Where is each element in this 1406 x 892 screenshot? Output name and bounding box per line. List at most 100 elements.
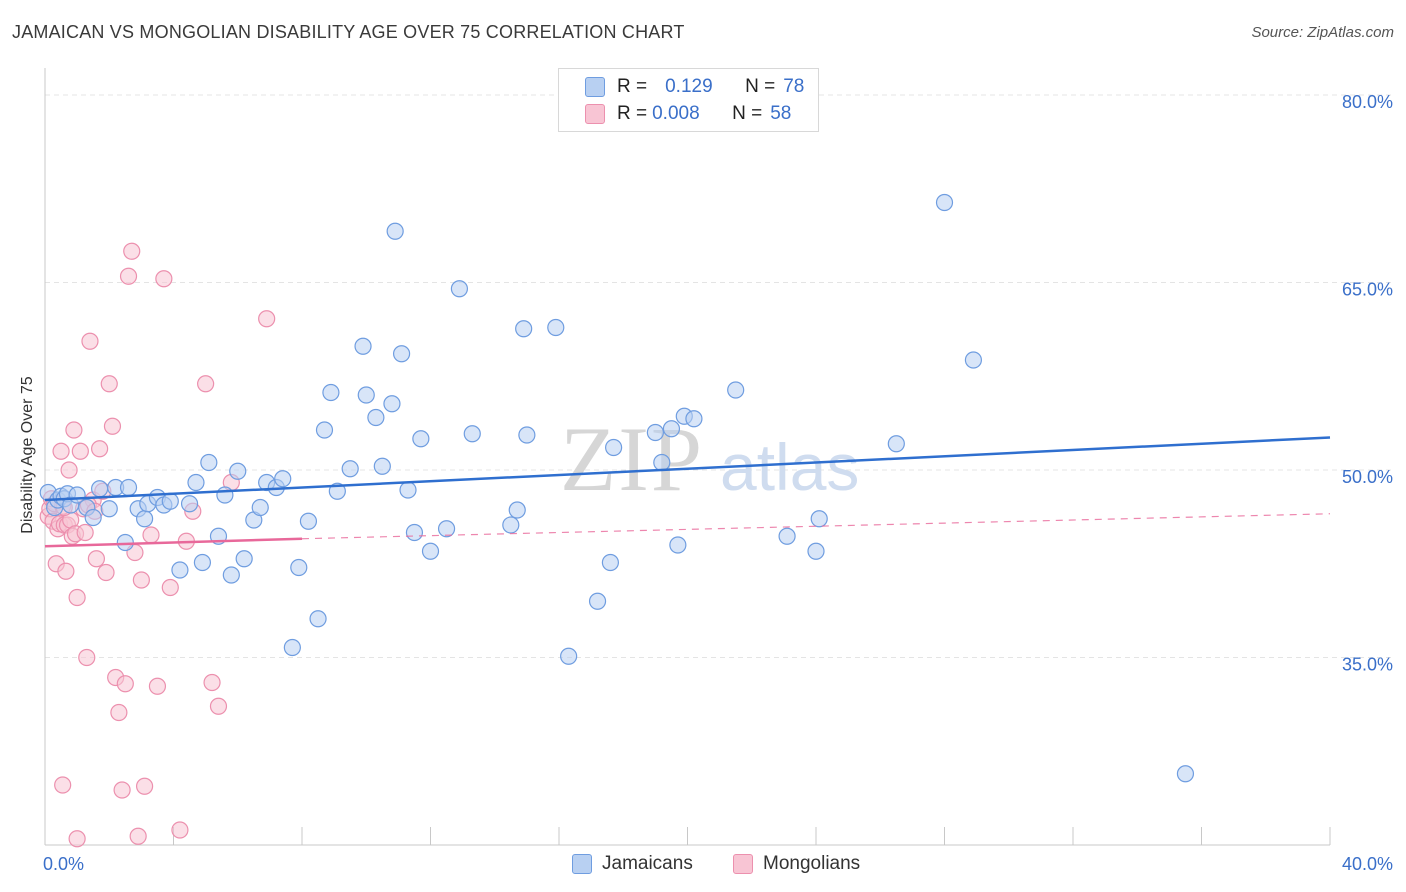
jamaicans-point <box>322 383 340 402</box>
jamaicans-point <box>935 193 954 212</box>
mongolians-point <box>81 332 99 350</box>
legend-label-mongolians: Mongolians <box>763 853 861 874</box>
mongolians-point <box>119 267 138 285</box>
jamaicans-point <box>450 280 469 298</box>
mongolians-point <box>97 563 115 582</box>
mongolians-point <box>78 648 96 667</box>
trend-lines <box>44 436 1331 548</box>
n-label: N = <box>745 76 776 97</box>
series-legend: Jamaicans Mongolians <box>0 850 1406 878</box>
jamaicans-point <box>200 453 218 472</box>
r-value: 0.129 <box>665 76 713 97</box>
jamaicans-point <box>887 435 905 453</box>
jamaicans-point <box>605 438 623 457</box>
jamaicans-point <box>84 508 102 527</box>
jamaicans-point <box>135 510 154 528</box>
mongolians-point <box>54 776 72 794</box>
jamaicans-point <box>405 523 424 542</box>
jamaicans-point <box>547 318 565 337</box>
jamaicans-point <box>964 351 983 369</box>
jamaicans-point <box>653 453 671 472</box>
mongolians-legend-swatch <box>733 854 753 874</box>
mongolians-point <box>113 781 131 799</box>
jamaicans-point <box>669 536 687 554</box>
y-tick-label: 80.0% <box>1342 92 1393 112</box>
jamaicans-point <box>187 473 205 492</box>
jamaicans-point <box>251 498 269 517</box>
mongolians-point <box>197 375 215 393</box>
chart-title: JAMAICAN VS MONGOLIAN DISABILITY AGE OVE… <box>12 22 685 42</box>
mongolians-point <box>52 442 70 460</box>
mongolians-point <box>123 242 141 260</box>
jamaicans-point <box>399 481 417 499</box>
y-tick-label: 35.0% <box>1342 655 1393 675</box>
jamaicans-point <box>299 512 318 530</box>
source-label: Source: ZipAtlas.com <box>1251 24 1394 41</box>
jamaicans-point <box>171 561 189 579</box>
mongolians-point <box>103 417 122 435</box>
jamaicans-point <box>235 550 253 568</box>
jamaicans-swatch <box>585 77 605 97</box>
mongolians-point <box>110 703 128 722</box>
mongolians-trend-extension <box>301 513 1331 540</box>
jamaicans-point <box>161 492 179 510</box>
legend-item-jamaicans[interactable]: Jamaicans <box>572 853 693 875</box>
mongolians-point <box>203 673 221 692</box>
jamaicans-point <box>222 566 240 584</box>
jamaicans-point <box>373 457 391 475</box>
jamaicans-point <box>290 558 308 577</box>
n-value: 78 <box>783 76 805 97</box>
mongolians-point <box>161 578 179 597</box>
mongolians-point <box>100 375 118 393</box>
y-tick-label: 65.0% <box>1342 280 1393 300</box>
jamaicans-point <box>341 460 359 478</box>
jamaicans-point <box>283 638 301 657</box>
legend-item-mongolians[interactable]: Mongolians <box>733 853 860 875</box>
mongolians-point <box>209 697 228 715</box>
mongolians-point <box>68 588 86 607</box>
mongolians-point <box>57 562 75 580</box>
y-tick-label: 50.0% <box>1342 467 1393 487</box>
r-label: R = <box>617 103 648 124</box>
jamaicans-point <box>778 527 796 545</box>
r-value: 0.008 <box>652 103 700 124</box>
jamaicans-point <box>216 486 234 504</box>
gridlines <box>45 94 1395 658</box>
jamaicans-point <box>437 520 456 538</box>
jamaicans-point <box>383 395 401 413</box>
jamaicans-point <box>560 647 578 665</box>
n-value: 58 <box>770 103 792 124</box>
jamaicans-point <box>662 420 681 438</box>
jamaicans-point <box>1176 765 1195 783</box>
mongolians-point <box>76 523 94 542</box>
jamaicans-point <box>328 482 346 500</box>
mongolians-point <box>155 270 173 288</box>
jamaicans-point <box>180 495 199 513</box>
jamaicans-point <box>100 500 118 518</box>
x-tick-label: 40.0% <box>1342 854 1393 874</box>
jamaicans-point <box>229 462 247 480</box>
jamaicans-point <box>807 542 825 560</box>
legend-label-jamaicans: Jamaicans <box>602 853 693 874</box>
jamaicans-point <box>601 553 620 572</box>
mongolians-point <box>87 550 106 568</box>
jamaicans-point <box>646 423 664 442</box>
mongolians-point <box>65 421 83 439</box>
jamaicans-point <box>685 410 703 428</box>
r-label: R = <box>617 76 648 97</box>
jamaicans-point <box>810 510 828 528</box>
stats-row-jamaicans: R = 0.129 N = 78 <box>585 75 804 99</box>
mongolians-point <box>116 675 134 693</box>
jamaicans-point <box>119 478 138 497</box>
watermark: ZIP atlas <box>560 408 859 510</box>
jamaicans-point <box>354 337 372 355</box>
tick-labels: 35.0% 50.0% 65.0% 80.0% 0.0% 40.0% <box>43 92 1393 874</box>
n-label: N = <box>732 103 763 124</box>
jamaicans-trend-line <box>44 436 1331 502</box>
jamaicans-point <box>502 516 520 534</box>
mongolians-point <box>68 830 86 848</box>
mongolians-point <box>148 677 167 695</box>
jamaicans-point <box>421 542 440 560</box>
stats-legend: R = 0.129 N = 78 R = 0.008 N = 58 <box>558 68 819 132</box>
